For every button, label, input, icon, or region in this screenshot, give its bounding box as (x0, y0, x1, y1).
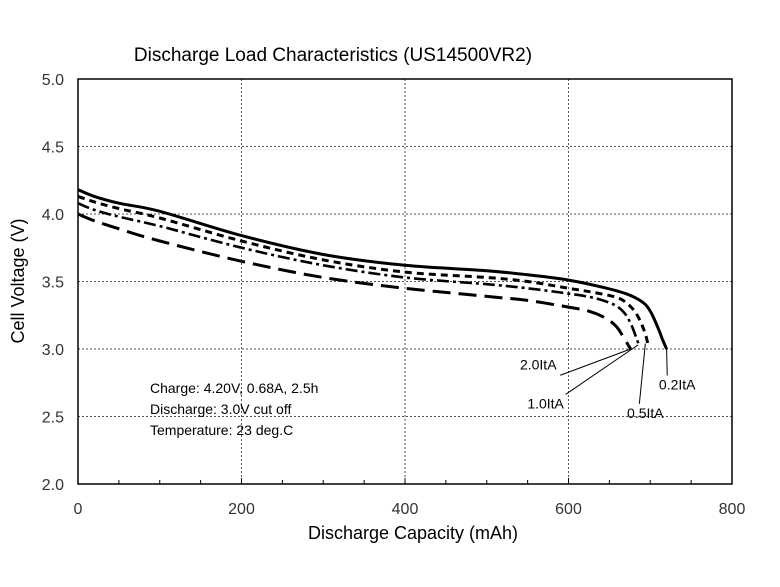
series-line-0-2ita (77, 188, 668, 350)
axis-ticks: 0 200 400 600 800 2.0 2.5 3.0 3.5 4.0 4.5 5.0 (42, 72, 746, 518)
series-label-0-5ita: 0.5ItA (627, 405, 664, 421)
x-tick-label: 800 (719, 501, 746, 518)
charge-condition: Charge: 4.20V, 0.68A, 2.5h (150, 380, 318, 396)
series-label-leader (565, 344, 639, 395)
x-axis-label: Discharge Capacity (mAh) (308, 523, 518, 543)
series-line-0-5ita (77, 194, 650, 344)
series-line-2-0ita (77, 212, 632, 350)
series-label-leader (638, 343, 646, 404)
series-line-1-0ita (77, 201, 641, 346)
y-tick-label: 3.5 (42, 275, 64, 292)
series-label-leader (666, 348, 668, 376)
y-tick-label: 5.0 (42, 72, 64, 89)
series-label-1-0ita: 1.0ItA (527, 395, 564, 411)
x-tick-label: 400 (392, 501, 419, 518)
series-label-leader (560, 348, 631, 376)
y-axis-label: Cell Voltage (V) (8, 218, 28, 343)
series-lines (77, 188, 668, 350)
series-label-0-2ita: 0.2ItA (659, 377, 696, 393)
x-tick-label: 200 (228, 501, 255, 518)
conditions-note: Charge: 4.20V, 0.68A, 2.5h Discharge: 3.… (150, 380, 318, 438)
series-labels: 2.0ItA 1.0ItA 0.5ItA 0.2ItA (520, 343, 696, 421)
chart-title: Discharge Load Characteristics (US14500V… (134, 45, 532, 66)
discharge-condition: Discharge: 3.0V cut off (150, 401, 291, 417)
y-tick-label: 2.5 (42, 410, 64, 427)
y-tick-label: 4.5 (42, 140, 64, 157)
y-tick-label: 3.0 (42, 342, 64, 359)
x-tick-label: 0 (74, 501, 83, 518)
temperature-condition: Temperature: 23 deg.C (150, 422, 293, 438)
series-label-2-0ita: 2.0ItA (520, 356, 557, 372)
y-tick-label: 4.0 (42, 207, 64, 224)
x-tick-label: 600 (555, 501, 582, 518)
grid (78, 79, 732, 484)
y-tick-label: 2.0 (42, 477, 64, 494)
